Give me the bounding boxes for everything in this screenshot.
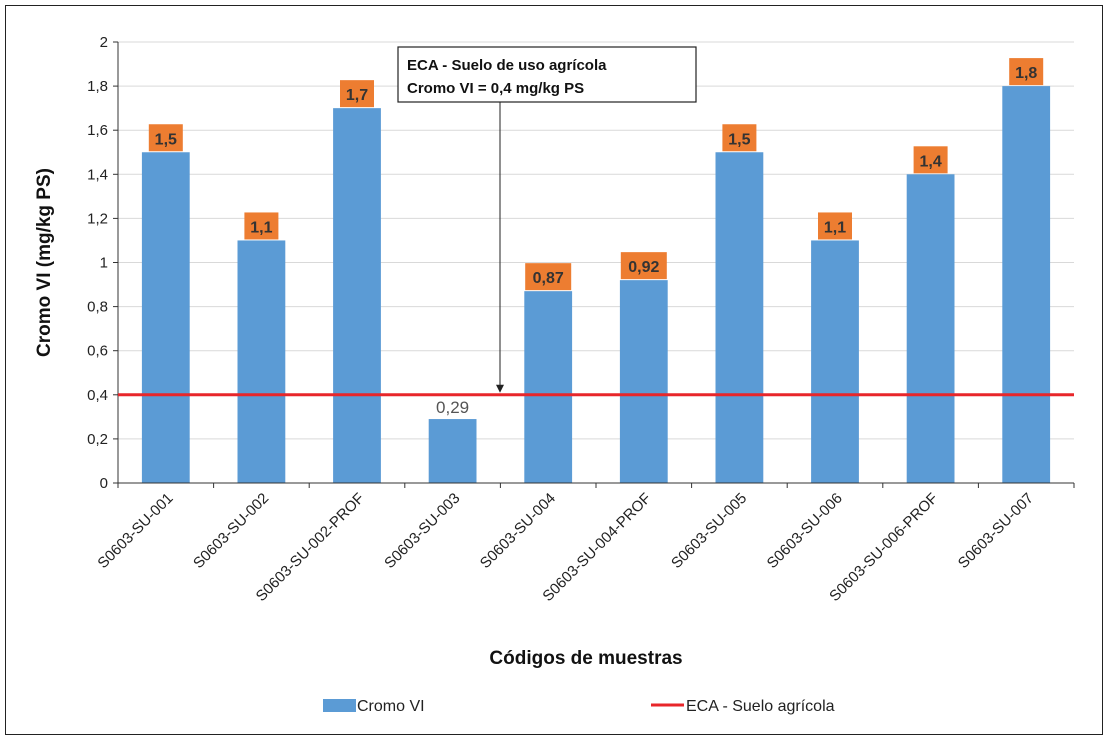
y-tick-label: 1,6 [87,122,108,139]
x-tick-label: S0603-SU-003 [381,490,463,572]
y-tick-label: 0,6 [87,343,108,360]
bar-data-labels: 1,5 1,1 1,7 0,29 0,87 0,92 1,5 1,1 1,4 1,8 [148,58,1044,417]
data-label: 1,7 [346,87,368,104]
chart-frame: 0 0,2 0,4 0,6 0,8 1 1,2 1,4 1,6 1,8 2 S0603-SU-001… [5,5,1103,735]
bar [811,240,859,483]
y-tick-label: 0 [100,475,108,492]
x-tick-label: S0603-SU-006 [764,490,846,572]
legend-label-cromo-vi: Cromo VI [357,698,425,715]
bar [1002,86,1051,483]
bar [715,152,764,483]
data-label: 1,1 [250,219,272,236]
x-tick-label: S0603-SU-001 [94,490,176,572]
annotation: ECA - Suelo de uso agrícola Cromo VI = 0… [397,46,697,393]
y-tick-label: 1,4 [87,166,108,183]
y-tick-label: 1,2 [87,210,108,227]
y-tick-label: 2 [100,34,108,51]
x-tick-label: S0603-SU-004 [477,490,559,572]
data-label: 0,87 [533,270,564,287]
data-label-box [244,212,279,240]
data-label: 1,1 [824,219,846,236]
data-label-box [1009,58,1044,86]
y-tick-label: 1,8 [87,78,108,95]
x-tick-label: S0603-SU-004-PROF [539,490,654,605]
x-tick-label: S0603-SU-007 [955,490,1037,572]
data-label: 1,5 [155,131,177,148]
legend-label-eca: ECA - Suelo agrícola [686,698,835,715]
x-axis-ticks: S0603-SU-001 S0603-SU-002S0603-SU-002-PRO… [94,483,1075,605]
x-tick-label: S0603-SU-002-PROF [253,490,368,605]
bar [524,291,573,483]
x-tick-label: S0603-SU-005 [668,490,750,572]
bar [428,419,477,483]
data-label: 1,8 [1015,65,1037,82]
legend-swatch-cromo-vi [323,699,356,712]
bar [906,174,955,484]
x-axis-title: Códigos de muestras [489,648,682,669]
annotation-box [397,46,697,103]
data-label: 1,4 [919,153,941,170]
annotation-line-1: ECA - Suelo de uso agrícola [407,57,607,74]
bar [237,240,286,483]
annotation-arrowhead [496,384,504,393]
y-axis-title: Cromo VI (mg/kg PS) [34,168,55,357]
annotation-line-2: Cromo VI = 0,4 mg/kg PS [407,80,584,97]
data-label-box [340,80,374,108]
bar [619,280,668,483]
legend: Cromo VI ECA - Suelo agrícola [323,698,835,715]
data-label-box [913,146,948,174]
bar [141,152,190,483]
data-label-box [722,124,757,152]
data-label: 1,5 [728,131,750,148]
data-label-box [818,212,852,240]
data-label: 0,29 [436,398,469,417]
y-tick-label: 0,2 [87,431,108,448]
bars [141,86,1051,484]
y-tick-label: 0,4 [87,387,108,404]
x-tick-label: S0603-SU-002 [190,490,272,572]
data-label-box [620,252,667,280]
y-tick-label: 0,8 [87,299,108,316]
bar-chart: 0 0,2 0,4 0,6 0,8 1 1,2 1,4 1,6 1,8 2 S0603-SU-001… [34,34,1075,715]
bar [333,108,381,484]
x-tick-label: S0603-SU-006-PROF [826,490,941,605]
data-label-box [148,124,183,152]
data-label-box [525,263,572,291]
y-tick-label: 1 [100,255,108,272]
data-label: 0,92 [628,259,659,276]
